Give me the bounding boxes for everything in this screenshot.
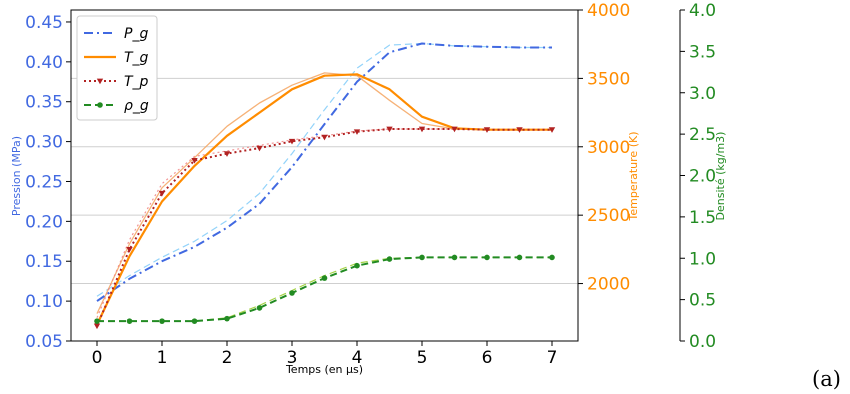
plot-frame: [70, 9, 579, 342]
data-point--g: [386, 256, 393, 262]
data-point--g: [126, 318, 133, 324]
data-point-t-p: [256, 145, 263, 152]
data-point-t-p: [418, 126, 426, 133]
density-tick-label: 3.0: [689, 84, 716, 104]
data-point--g: [191, 318, 198, 324]
pressure-tick-label: 0.10: [25, 292, 63, 312]
pressure-tick-label: 0.15: [25, 252, 63, 272]
temperature-axis-label: Temperature (K): [627, 132, 640, 222]
data-point--g: [549, 254, 555, 261]
x-tick-label: 7: [547, 348, 558, 368]
series-line--g: [97, 256, 552, 323]
tick-layer: 0.050.100.150.200.250.300.350.400.452000…: [25, 1, 716, 368]
density-tick-label: 0.5: [689, 291, 716, 311]
data-point--g: [321, 275, 328, 281]
temperature-tick-label: 3500: [587, 69, 630, 89]
data-point--g: [419, 254, 425, 261]
density-axis-label: Densité (kg/m3): [714, 132, 727, 221]
data-point-t-p: [126, 246, 133, 253]
legend-marker-3: [97, 102, 103, 108]
legend-label-pg: P_g: [124, 26, 148, 42]
pressure-tick-label: 0.35: [25, 93, 63, 113]
pressure-tick-label: 0.45: [25, 13, 63, 33]
data-point-t-p: [386, 126, 393, 133]
legend-box: [76, 15, 158, 121]
x-tick-label: 2: [222, 348, 233, 368]
data-point-t-p: [548, 127, 556, 133]
data-point-t-p: [516, 127, 523, 133]
temperature-tick-label: 2000: [587, 275, 630, 295]
data-point-t-p: [321, 134, 328, 141]
data-point-t-p: [483, 127, 491, 133]
legend-label-tp: T_p: [124, 74, 149, 90]
data-point-t-p: [353, 129, 361, 135]
density-tick-label: 3.5: [689, 42, 716, 62]
legend-marker-2: [96, 78, 104, 85]
temperature-tick-label: 4000: [587, 1, 630, 21]
temperature-tick-label: 3000: [587, 138, 630, 158]
data-point--g: [289, 290, 295, 296]
x-tick-label: 5: [417, 348, 428, 368]
density-tick-label: 4.0: [689, 1, 716, 21]
data-point--g: [354, 262, 360, 269]
x-tick-label: 4: [352, 348, 363, 368]
x-tick-label: 6: [482, 348, 493, 368]
density-tick-label: 1.0: [689, 249, 716, 269]
x-tick-label: 0: [92, 348, 103, 368]
data-point--g: [484, 254, 490, 261]
data-point-t-p: [93, 323, 101, 330]
data-point--g: [224, 315, 230, 322]
x-tick-label: 1: [157, 348, 168, 368]
pressure-tick-label: 0.20: [25, 212, 63, 232]
x-tick-label: 3: [287, 348, 298, 368]
data-point--g: [256, 305, 263, 311]
data-point-t-p: [223, 151, 231, 157]
legend-label-tg: T_g: [124, 50, 149, 66]
series-line--g-ref: [97, 256, 552, 322]
temperature-tick-label: 2500: [587, 206, 630, 226]
pressure-tick-label: 0.30: [25, 133, 63, 153]
density-tick-label: 0.0: [689, 332, 716, 352]
legend: P_g T_g T_p ρ_g: [76, 15, 158, 121]
density-tick-label: 2.0: [689, 167, 716, 187]
panel-label: (a): [812, 367, 841, 391]
x-axis-label: Temps (en μs): [285, 363, 363, 376]
data-point-t-p: [451, 126, 458, 133]
data-point--g: [94, 318, 100, 324]
data-point-t-p: [288, 138, 296, 145]
pressure-axis-label: Pression (MPa): [10, 136, 23, 216]
data-point-t-p: [191, 158, 198, 164]
series-layer: [93, 42, 556, 330]
pressure-tick-label: 0.25: [25, 172, 63, 192]
pressure-tick-label: 0.05: [25, 332, 63, 352]
series-line-t-p: [96, 128, 552, 327]
data-point--g: [451, 254, 458, 261]
series-line-t-g: [96, 73, 552, 326]
density-tick-label: 1.5: [689, 208, 716, 228]
series-line-p-g: [96, 42, 552, 302]
data-point--g: [516, 254, 523, 261]
legend-label-rhog: ρ_g: [124, 98, 149, 114]
pressure-tick-label: 0.40: [25, 53, 63, 73]
series-line-t-p-ref: [96, 128, 552, 318]
data-point--g: [159, 318, 165, 324]
data-point-t-p: [158, 190, 166, 197]
density-tick-label: 2.5: [689, 125, 716, 145]
